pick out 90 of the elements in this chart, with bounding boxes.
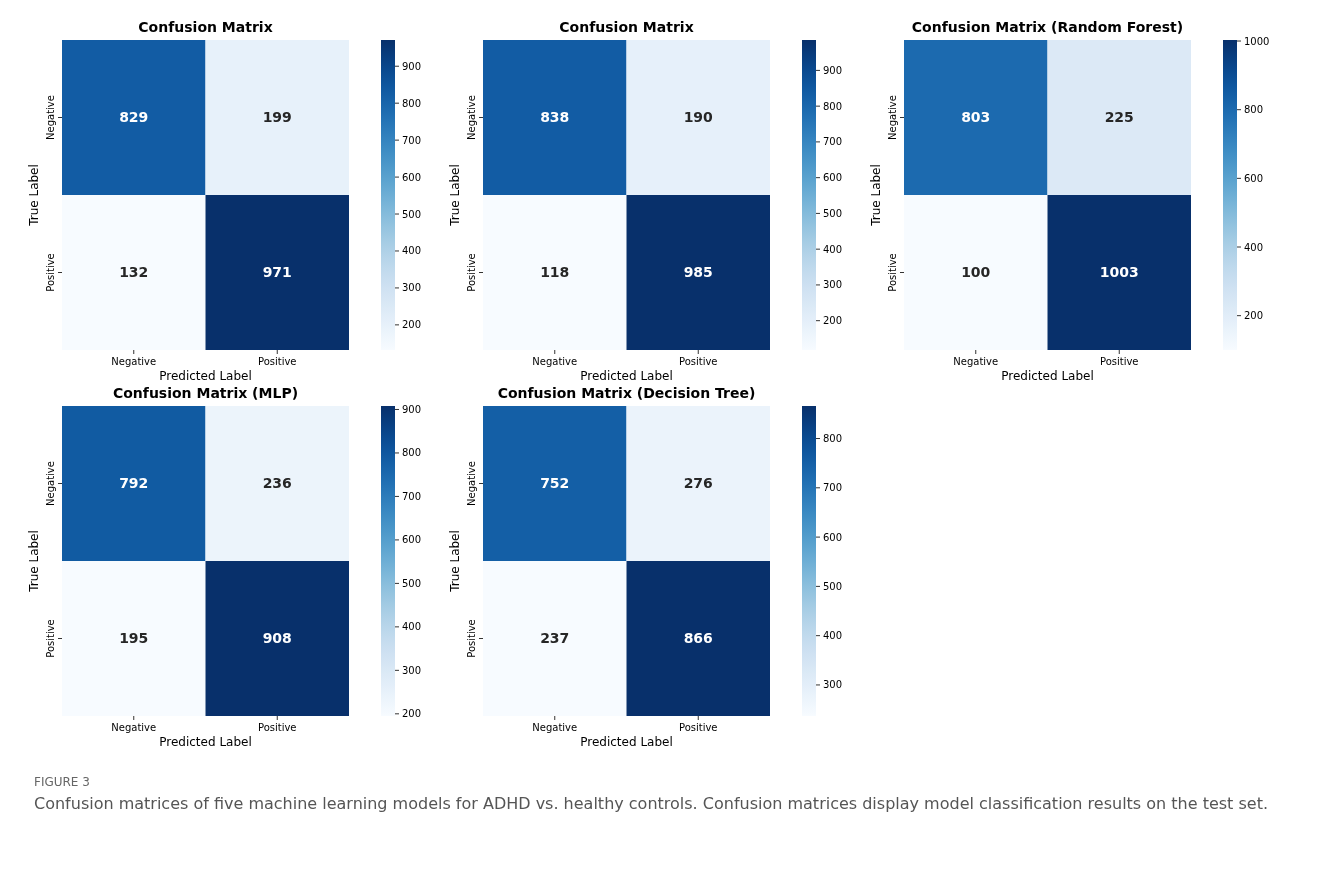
color-bar-label: 500 [823, 580, 843, 592]
data-label: 792 [119, 475, 149, 492]
chart-title: Confusion Matrix [559, 19, 694, 35]
color-bar-label: 500 [402, 577, 422, 589]
color-bar-label: 400 [823, 630, 843, 642]
data-label: 132 [119, 264, 149, 281]
y-tick-label: Negative [466, 95, 477, 140]
color-bar-label: 900 [402, 60, 422, 72]
data-label: 225 [1104, 109, 1134, 126]
y-axis-title: True Label [448, 164, 462, 227]
data-label: 866 [683, 630, 713, 647]
color-bar-label: 600 [402, 534, 422, 546]
color-bar-label: 200 [402, 319, 422, 331]
chart-title: Confusion Matrix [138, 19, 273, 35]
x-tick-label: Positive [1099, 356, 1139, 367]
color-bar-label: 300 [402, 664, 422, 676]
y-tick-label: Positive [466, 619, 477, 658]
x-axis-title: Predicted Label [159, 735, 252, 749]
data-label: 100 [961, 264, 991, 281]
x-tick-label: Negative [953, 356, 999, 367]
data-label: 1003 [1099, 264, 1139, 281]
data-label: 985 [683, 264, 713, 281]
color-bar-label: 200 [823, 315, 843, 327]
x-axis-title: Predicted Label [159, 369, 252, 383]
color-bar-label: 900 [823, 64, 843, 76]
y-tick-label: Positive [45, 253, 56, 292]
x-tick-label: Positive [257, 722, 297, 733]
x-tick-label: Negative [532, 722, 578, 733]
color-bar-label: 800 [1244, 104, 1264, 116]
color-bar-label: 600 [823, 531, 843, 543]
color-bar-label: 700 [402, 134, 422, 146]
color-bar-label: 200 [1244, 310, 1264, 322]
y-tick-label: Negative [45, 95, 56, 140]
color-bar-label: 800 [823, 433, 843, 445]
color-bar-label: 400 [1244, 241, 1264, 253]
data-label: 118 [540, 264, 570, 281]
color-bar-label: 600 [1244, 172, 1264, 184]
chart-title: Confusion Matrix (Random Forest) [911, 19, 1184, 35]
data-label: 190 [683, 109, 714, 126]
chart-title: Confusion Matrix (MLP) [112, 385, 299, 401]
color-bar-label: 700 [402, 490, 422, 502]
data-label: 199 [262, 109, 292, 126]
y-tick-label: Negative [466, 461, 477, 506]
y-tick-label: Positive [45, 619, 56, 658]
x-axis-title: Predicted Label [1001, 369, 1094, 383]
chart-title: Confusion Matrix (Decision Tree) [497, 385, 756, 401]
x-tick-label: Negative [532, 356, 578, 367]
x-tick-label: Negative [111, 356, 157, 367]
data-label: 838 [540, 109, 570, 126]
y-tick-label: Positive [466, 253, 477, 292]
color-bar-label: 400 [402, 621, 422, 633]
text: Confusion matrices of five machine learning models for ADHD vs. healthy controls. Confusion matrices display model classification results on the test set. [34, 793, 1269, 815]
x-axis-title: Predicted Label [580, 369, 673, 383]
color-bar-label: 900 [402, 403, 422, 415]
data-label: 908 [262, 630, 292, 647]
x-tick-label: Positive [678, 356, 718, 367]
color-bar-label: 400 [823, 243, 843, 255]
color-bar-label: 300 [823, 679, 843, 691]
data-label: 237 [540, 630, 570, 647]
x-axis-title: Predicted Label [580, 735, 673, 749]
data-label: 276 [683, 475, 713, 492]
caption: FIGURE 3 [34, 775, 90, 789]
y-tick-label: Negative [45, 461, 56, 506]
data-label: 236 [262, 475, 292, 492]
color-bar-label: 600 [402, 171, 422, 183]
y-axis-title: True Label [27, 164, 41, 227]
color-bar-label: 700 [823, 136, 843, 148]
y-axis-title: True Label [27, 530, 41, 593]
color-bar-label: 1000 [1244, 35, 1270, 47]
color-bar-label: 800 [402, 447, 422, 459]
color-bar-label: 600 [823, 172, 843, 184]
color-bar-label: 500 [402, 208, 422, 220]
x-tick-label: Positive [257, 356, 297, 367]
data-label: 971 [262, 264, 292, 281]
y-axis-title: True Label [448, 530, 462, 593]
x-tick-label: Positive [678, 722, 718, 733]
color-bar-label: 700 [823, 482, 843, 494]
x-tick-label: Negative [111, 722, 157, 733]
data-label: 752 [540, 475, 570, 492]
data-label: 829 [119, 109, 149, 126]
y-axis-title: True Label [869, 164, 883, 227]
data-label: 803 [961, 109, 991, 126]
color-bar-label: 800 [402, 97, 422, 109]
color-bar-label: 300 [402, 282, 422, 294]
color-bar-label: 400 [402, 245, 422, 257]
color-bar-label: 800 [823, 100, 843, 112]
color-bar-label: 300 [823, 279, 843, 291]
color-bar-label: 200 [402, 708, 422, 720]
data-label: 195 [119, 630, 149, 647]
color-bar-label: 500 [823, 207, 843, 219]
